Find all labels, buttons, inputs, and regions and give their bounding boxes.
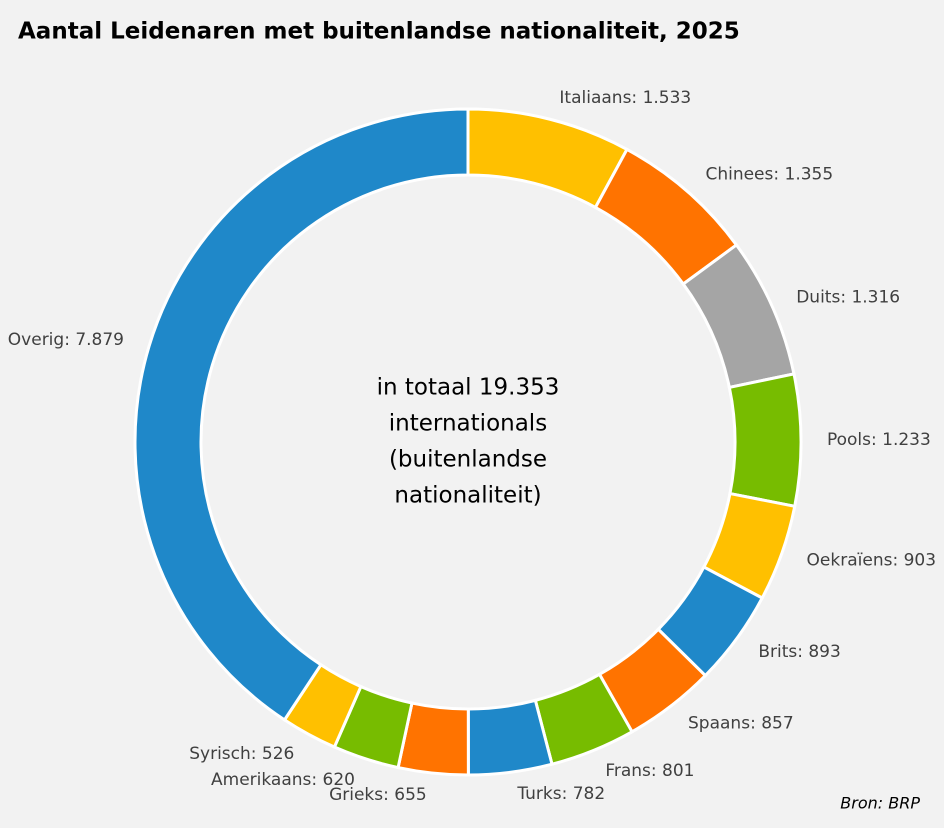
data-label: Overig: 7.879 <box>8 330 124 350</box>
center-text: in totaal 19.353 <box>377 375 560 401</box>
data-label: Frans: 801 <box>605 761 694 781</box>
data-label: Oekraïens: 903 <box>807 551 936 571</box>
center-text: nationaliteit) <box>394 483 541 509</box>
data-label: Pools: 1.233 <box>827 430 931 450</box>
data-label: Brits: 893 <box>758 642 840 662</box>
data-label: Chinees: 1.355 <box>705 165 833 185</box>
data-label: Syrisch: 526 <box>189 744 294 764</box>
data-label: Amerikaans: 620 <box>211 770 355 790</box>
donut-slice <box>133 107 470 722</box>
chart-title: Aantal Leidenaren met buitenlandse natio… <box>18 19 740 45</box>
data-label: Italiaans: 1.533 <box>559 88 691 108</box>
center-text: (buitenlandse <box>389 447 547 473</box>
donut-slice <box>727 372 803 509</box>
data-label: Turks: 782 <box>516 784 605 804</box>
data-label: Grieks: 655 <box>329 785 427 805</box>
data-label: Duits: 1.316 <box>796 287 900 307</box>
center-text: internationals <box>389 411 547 437</box>
source: Bron: BRP <box>840 794 920 813</box>
donut-slice <box>466 698 554 777</box>
data-label: Spaans: 857 <box>688 714 794 734</box>
